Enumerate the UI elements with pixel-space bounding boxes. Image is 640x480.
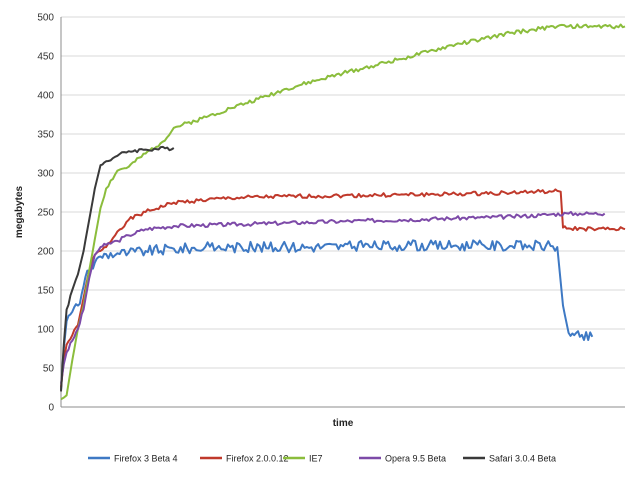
gridlines: [61, 16, 625, 408]
y-tick-label: 450: [37, 52, 54, 63]
legend-label: Opera 9.5 Beta: [385, 454, 446, 464]
y-tick-label: 300: [37, 169, 54, 180]
series-line: [60, 23, 626, 401]
series-line: [60, 188, 626, 388]
legend-label: Safari 3.0.4 Beta: [489, 454, 556, 464]
legend: Firefox 3 Beta 4 Firefox 2.0.0.12 IE7 Opera…: [88, 454, 556, 464]
y-tick-label: 50: [43, 364, 55, 375]
series-lines: [60, 23, 626, 401]
series-line: [60, 210, 606, 384]
legend-label: IE7: [309, 454, 323, 464]
y-tick-label: 0: [48, 403, 54, 414]
y-tick-label: 150: [37, 286, 54, 297]
series-line: [60, 239, 594, 390]
y-tick-label: 100: [37, 325, 54, 336]
y-axis-title: megabytes: [14, 185, 25, 238]
x-axis-title: time: [333, 418, 354, 429]
y-tick-label: 250: [37, 208, 54, 219]
legend-label: Firefox 3 Beta 4: [114, 454, 178, 464]
legend-label: Firefox 2.0.0.12: [226, 454, 289, 464]
y-tick-labels: 0 50 100 150 200 250 300 350 400 450 500: [37, 13, 54, 414]
y-tick-label: 200: [37, 247, 54, 258]
y-tick-label: 350: [37, 130, 54, 141]
y-tick-label: 500: [37, 13, 54, 24]
series-line: [60, 145, 175, 392]
y-tick-label: 400: [37, 91, 54, 102]
